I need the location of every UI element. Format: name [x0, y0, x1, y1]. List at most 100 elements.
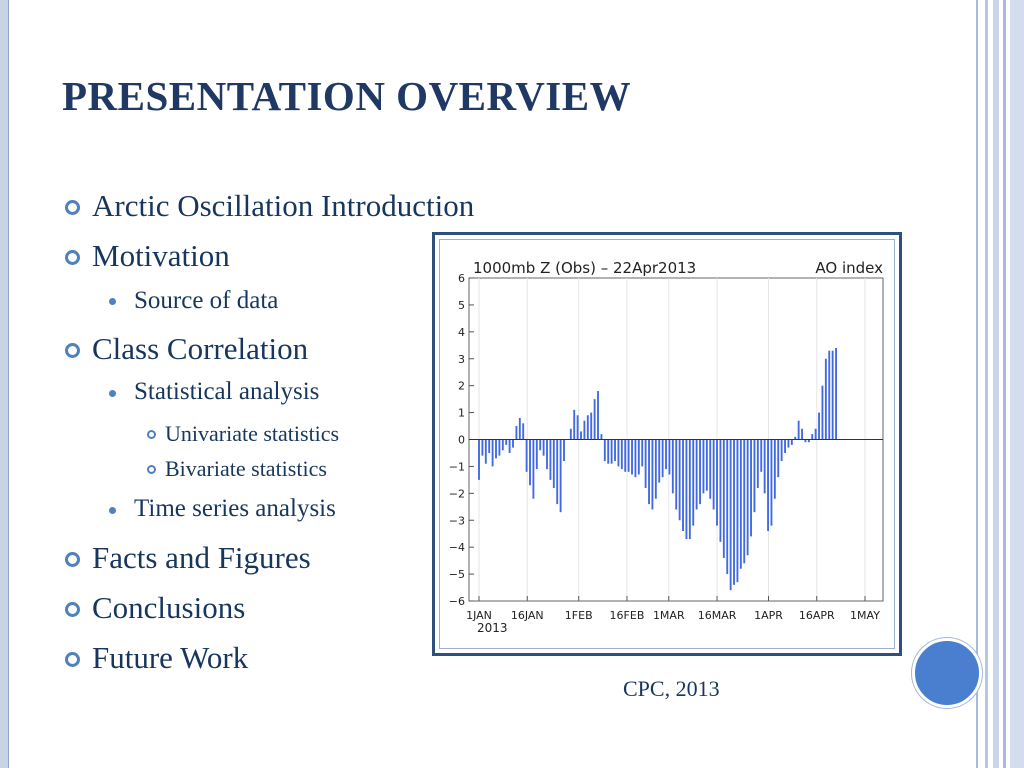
x-tick-label: 16FEB — [610, 609, 645, 622]
ao-bar — [617, 439, 620, 467]
ao-bar — [835, 347, 837, 440]
ao-bar — [807, 439, 810, 443]
ao-bar — [495, 439, 497, 459]
ao-bar — [607, 439, 610, 464]
chart-caption: CPC, 2013 — [623, 676, 720, 701]
ao-bar — [760, 439, 763, 472]
ao-bar — [556, 439, 559, 505]
ao-bar — [563, 439, 565, 462]
ao-bar — [824, 358, 827, 440]
bullet-level1-icon — [65, 602, 80, 617]
ao-bar — [685, 439, 688, 540]
chart-frame: 1000mb Z (Obs) – 22Apr2013 AO index 6 5 4 3… — [432, 232, 902, 656]
ao-bar — [665, 439, 667, 470]
ao-bar — [729, 439, 732, 591]
x-tick-label: 1MAY — [850, 609, 880, 622]
ao-bar — [631, 439, 633, 475]
ao-bar — [512, 439, 514, 448]
ao-bar — [716, 439, 718, 526]
ao-bar — [739, 439, 742, 569]
ao-bar — [743, 439, 746, 564]
outline-item: Motivation — [92, 238, 230, 273]
ao-bar — [692, 439, 695, 526]
ao-bar — [529, 439, 531, 486]
ao-bar — [539, 439, 542, 451]
ao-bar — [780, 439, 783, 462]
ao-bar — [542, 439, 545, 456]
ao-bar — [702, 439, 705, 494]
y-tick-label: 4 — [458, 326, 465, 339]
outline-item: Bivariate statistics — [165, 456, 327, 481]
y-tick-label: −5 — [449, 568, 465, 581]
ao-bar — [763, 439, 766, 494]
outline-item: Class Correlation — [92, 331, 309, 366]
ao-bar — [491, 439, 494, 467]
ao-bar — [682, 439, 684, 532]
ao-bar — [777, 439, 780, 478]
ao-bar — [634, 439, 637, 478]
bullet-level3-icon — [147, 465, 156, 474]
bullet-level1-icon — [65, 652, 80, 667]
bullet-level1-icon — [65, 343, 80, 358]
ao-bar — [821, 385, 824, 440]
bars — [478, 347, 837, 591]
x-tick-label: 16MAR — [698, 609, 737, 622]
ao-bar — [515, 426, 518, 440]
y-tick-label: 1 — [458, 407, 465, 420]
ao-bar — [559, 439, 562, 513]
ao-bar — [719, 439, 722, 542]
ao-bar — [583, 420, 586, 440]
outline-item: Conclusions — [92, 590, 246, 625]
ao-bar — [767, 439, 769, 532]
ao-bar — [508, 439, 511, 453]
ao-bar — [787, 439, 790, 448]
ao-bar — [818, 412, 820, 440]
bullet-level3-icon — [147, 430, 156, 439]
ao-bar — [678, 439, 681, 521]
ao-bar — [746, 439, 749, 556]
ao-bar — [661, 439, 664, 478]
ao-bar — [593, 399, 596, 440]
ao-bar — [733, 439, 735, 585]
x-tick-label: 16APR — [799, 609, 835, 622]
outline-item: Univariate statistics — [165, 421, 340, 446]
bullet-level2-icon — [109, 298, 116, 305]
ao-bar — [478, 439, 480, 480]
ao-bar — [624, 439, 627, 472]
ao-bar — [644, 439, 647, 488]
ao-bar — [756, 439, 759, 488]
x-tick-label: 1MAR — [653, 609, 685, 622]
y-tick-label: 5 — [458, 299, 465, 312]
ao-bar — [573, 409, 576, 440]
ao-bar — [552, 439, 555, 488]
ao-bar — [481, 439, 484, 456]
ao-bar — [580, 431, 582, 440]
ao-bar — [535, 439, 538, 470]
y-tick-label: −1 — [449, 460, 465, 473]
bullet-level2-icon — [109, 390, 116, 397]
ao-bar — [668, 439, 671, 475]
ao-bar — [804, 439, 807, 443]
ao-bar — [726, 439, 729, 575]
bullet-level1-icon — [65, 200, 80, 215]
y-tick-label: −3 — [449, 514, 465, 527]
ao-index-chart: 1000mb Z (Obs) – 22Apr2013 AO index 6 5 4 3… — [449, 259, 884, 635]
ao-bar — [797, 420, 800, 440]
ao-bar — [801, 428, 803, 440]
x-tick-label: 1JAN — [466, 609, 492, 622]
right-frame-stripe — [985, 0, 988, 768]
ao-bar — [498, 439, 501, 456]
ao-bar — [597, 391, 599, 440]
outline-item: Statistical analysis — [134, 378, 320, 405]
y-tick-label: 6 — [458, 272, 465, 285]
y-tick-label: −4 — [449, 541, 465, 554]
ao-bar — [753, 439, 756, 513]
bullet-level1-icon — [65, 552, 80, 567]
ao-bar — [736, 439, 739, 583]
ao-bar — [546, 439, 548, 470]
left-frame-line — [8, 0, 9, 768]
ao-bar — [637, 439, 640, 475]
ao-bar — [770, 439, 773, 526]
ao-bar — [627, 439, 630, 472]
